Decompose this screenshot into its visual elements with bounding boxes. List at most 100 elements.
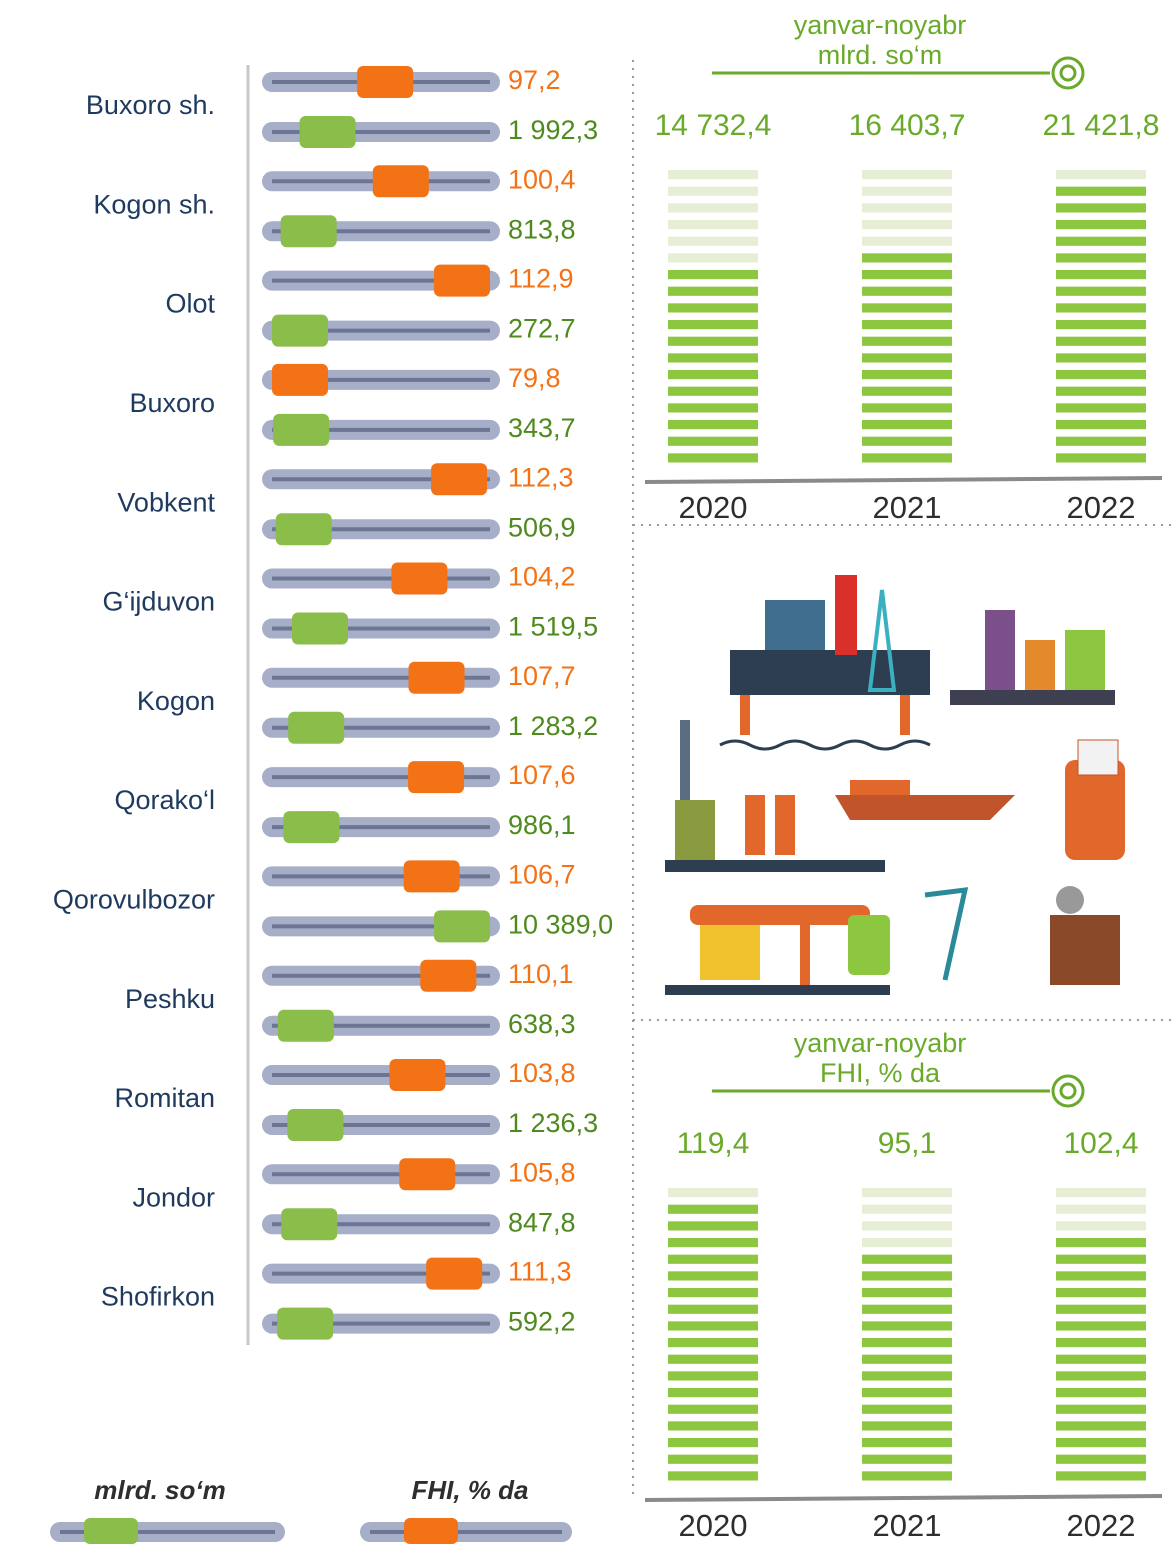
- legend-knob: [84, 1518, 138, 1544]
- bar-stripe: [668, 453, 758, 463]
- bar-stripe: [862, 1404, 952, 1414]
- bar-stripe: [668, 1404, 758, 1414]
- bar-stripe: [1056, 220, 1146, 230]
- bar-stripe: [1056, 236, 1146, 246]
- value-label: 95,1: [878, 1127, 936, 1160]
- bar: [1056, 186, 1146, 463]
- slider-knob: [281, 1208, 338, 1241]
- bar-stripe: [862, 453, 952, 463]
- bar-stripe-empty: [668, 1188, 758, 1198]
- value-label: 592,2: [508, 1307, 576, 1337]
- bar-stripe: [1056, 1404, 1146, 1414]
- bar-stripe-empty: [862, 236, 952, 246]
- value-label: 100,4: [508, 164, 576, 194]
- bar: [862, 253, 952, 463]
- slider-knob: [275, 513, 332, 546]
- bar-stripe: [1056, 453, 1146, 463]
- bar-stripe: [668, 403, 758, 413]
- district-name: Buxoro sh.: [86, 90, 215, 120]
- bar-stripe: [668, 303, 758, 313]
- bar-stripe: [1056, 386, 1146, 396]
- bar-stripe: [1056, 303, 1146, 313]
- value-label: 107,7: [508, 661, 576, 691]
- bar-stripe: [668, 1238, 758, 1248]
- bar-stripe: [668, 386, 758, 396]
- value-label: 104,2: [508, 562, 576, 592]
- bar-stripe: [1056, 1388, 1146, 1398]
- bar-stripe: [862, 320, 952, 330]
- bar-stripe: [1056, 1454, 1146, 1464]
- bar-stripe-empty: [862, 1221, 952, 1231]
- bar-stripe: [1056, 286, 1146, 296]
- bar-stripe: [1056, 1304, 1146, 1314]
- title-marker: [1051, 1074, 1085, 1108]
- slider-knob: [372, 165, 429, 198]
- bar-stripe: [1056, 253, 1146, 263]
- bar-stripe: [668, 1471, 758, 1481]
- bar-stripe: [1056, 270, 1146, 280]
- bar-stripe: [862, 436, 952, 446]
- slider-knob: [283, 811, 340, 844]
- district-name: Buxoro: [129, 388, 215, 418]
- title-marker: [1059, 1082, 1077, 1100]
- value-label: 21 421,8: [1043, 109, 1160, 142]
- bar-stripe-empty: [1056, 1204, 1146, 1214]
- bar-stripe: [668, 270, 758, 280]
- district-name: Olot: [165, 289, 215, 319]
- chart-title: yanvar-noyabr: [794, 1028, 967, 1058]
- bar-stripe-empty: [862, 1204, 952, 1214]
- slider-knob: [399, 1158, 456, 1191]
- bar-stripe: [668, 1438, 758, 1448]
- bar-stripe: [862, 1304, 952, 1314]
- baseline: [644, 1494, 1163, 1502]
- district-name: Peshku: [125, 984, 215, 1014]
- title-marker: [1051, 56, 1085, 90]
- bar-stripe: [1056, 420, 1146, 430]
- value-label: 1 519,5: [508, 612, 598, 642]
- value-label: 103,8: [508, 1058, 576, 1088]
- bar: [1056, 1238, 1146, 1481]
- bar-stripe-empty: [668, 186, 758, 196]
- legend-label: mlrd. so‘m: [94, 1475, 225, 1505]
- bar-stripe: [862, 303, 952, 313]
- bar-stripe-empty: [668, 203, 758, 213]
- district-name: Vobkent: [117, 487, 215, 517]
- bar: [862, 1254, 952, 1481]
- bar-stripe: [1056, 1271, 1146, 1281]
- bar-stripe: [862, 370, 952, 380]
- bar-stripe-empty: [668, 253, 758, 263]
- bar-stripe: [862, 1454, 952, 1464]
- bar-stripe: [1056, 436, 1146, 446]
- bar-stripe: [668, 336, 758, 346]
- bar-stripe: [1056, 1288, 1146, 1298]
- x-tick-label: 2021: [873, 1508, 942, 1543]
- bar-stripe: [668, 436, 758, 446]
- bar-stripe: [668, 353, 758, 363]
- bar-stripe-empty: [668, 170, 758, 180]
- title-marker: [1059, 64, 1077, 82]
- value-label: 343,7: [508, 413, 576, 443]
- district-name: G‘ijduvon: [102, 587, 215, 617]
- slider-knob: [277, 1307, 334, 1340]
- value-label: 1 992,3: [508, 115, 598, 145]
- bar-stripe-empty: [862, 1188, 952, 1198]
- bar-stripe: [1056, 1438, 1146, 1448]
- bar-stripe: [668, 420, 758, 430]
- value-label: 16 403,7: [849, 109, 966, 142]
- legend-label: FHI, % da: [411, 1475, 528, 1505]
- x-tick-label: 2022: [1067, 1508, 1136, 1543]
- slider-knob: [280, 215, 337, 248]
- slider-knob: [272, 363, 328, 396]
- bar: [668, 1204, 758, 1481]
- value-label: 102,4: [1063, 1127, 1138, 1160]
- value-label: 110,1: [508, 959, 574, 989]
- bar-stripe: [1056, 1354, 1146, 1364]
- bar-stripe: [862, 253, 952, 263]
- slider-knob: [403, 860, 460, 893]
- bar-stripe: [862, 1388, 952, 1398]
- bar-stripe: [1056, 1338, 1146, 1348]
- slider-knob: [291, 612, 348, 645]
- bar-stripe: [668, 1204, 758, 1214]
- bar-stripe-empty: [862, 170, 952, 180]
- bar-stripe-empty: [862, 1238, 952, 1248]
